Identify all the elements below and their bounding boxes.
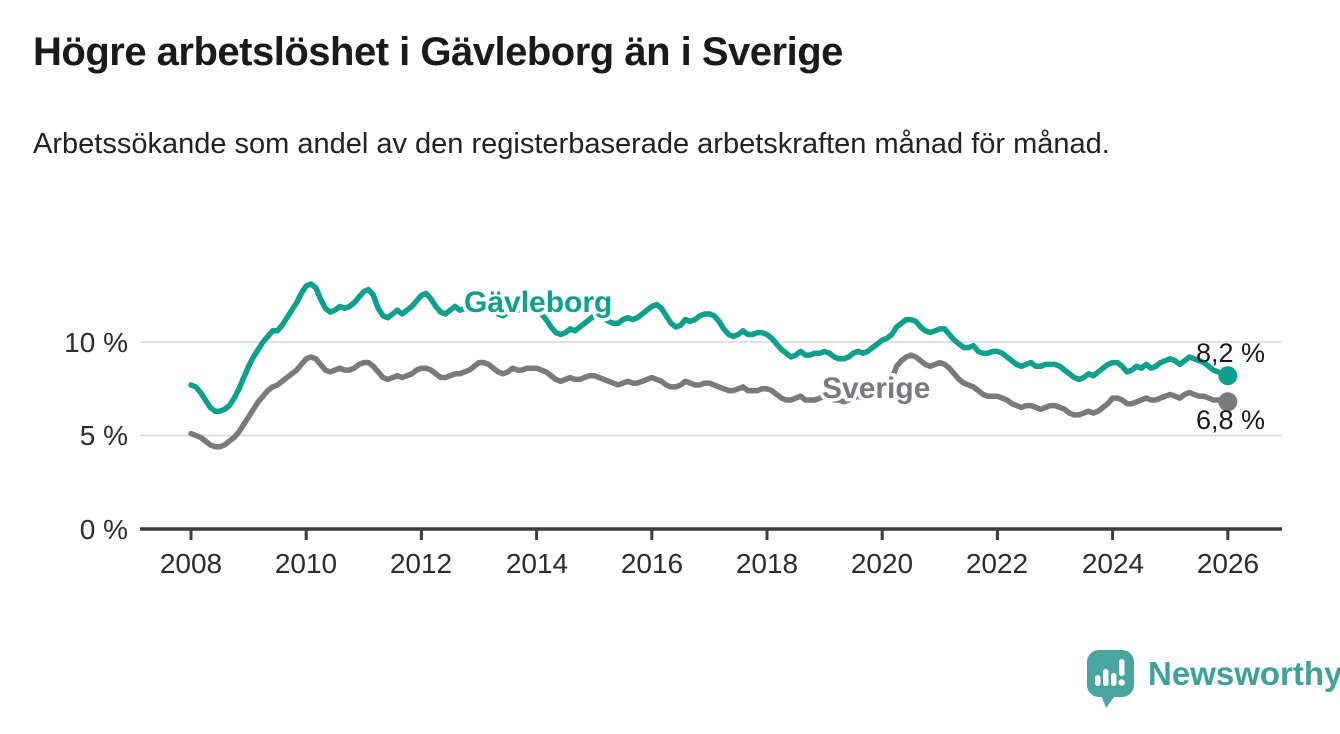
- end-value-label-gavleborg: 8,2 %: [1196, 338, 1265, 368]
- y-tick-label-0: 0 %: [80, 514, 128, 545]
- chart-subtitle: Arbetssökande som andel av den registerb…: [33, 128, 1110, 160]
- end-value-label-sverige: 6,8 %: [1196, 405, 1265, 435]
- x-tick-label-2020: 2020: [851, 548, 913, 579]
- x-tick-label-2010: 2010: [275, 548, 337, 579]
- y-tick-label-10: 10 %: [64, 327, 128, 358]
- x-tick-label-2026: 2026: [1197, 548, 1259, 579]
- x-tick-label-2014: 2014: [506, 548, 568, 579]
- x-tick-label-2008: 2008: [160, 548, 222, 579]
- series-label-sverige: Sverige: [822, 372, 930, 405]
- series-label-gavleborg: Gävleborg: [464, 286, 612, 319]
- series-lines: [188, 281, 1238, 450]
- newsworthy-logo: Newsworthy: [1087, 650, 1340, 710]
- gridlines: [140, 341, 1282, 437]
- x-axis: [140, 527, 1282, 540]
- logo-bars-icon: [1095, 659, 1125, 686]
- x-tick-label-2024: 2024: [1082, 548, 1144, 579]
- x-tick-label-2018: 2018: [736, 548, 798, 579]
- x-tick-label-2012: 2012: [390, 548, 452, 579]
- logo-bubble: [1087, 650, 1134, 708]
- page-title: Högre arbetslöshet i Gävleborg än i Sver…: [33, 30, 843, 74]
- logo-text: Newsworthy: [1148, 655, 1340, 692]
- x-tick-label-2016: 2016: [621, 548, 683, 579]
- newsworthy-logo-icon: [1087, 650, 1134, 708]
- x-tick-label-2022: 2022: [966, 548, 1028, 579]
- y-tick-label-5: 5 %: [80, 420, 128, 451]
